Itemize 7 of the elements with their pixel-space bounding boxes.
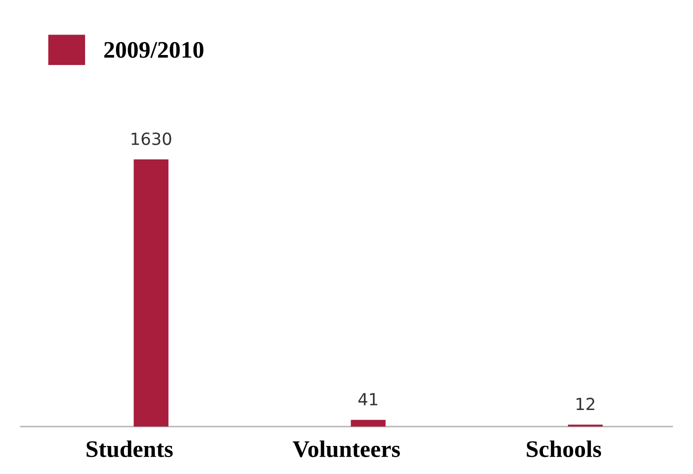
data-label: 12 — [576, 398, 594, 410]
legend-label: 2009/2010 — [104, 42, 204, 58]
data-label: 1630 — [132, 132, 172, 146]
x-tick-label: Schools — [526, 440, 602, 458]
x-tick-label: Students — [86, 440, 173, 458]
data-label: 41 — [358, 393, 378, 406]
x-tick-label: Volunteers — [292, 440, 400, 458]
